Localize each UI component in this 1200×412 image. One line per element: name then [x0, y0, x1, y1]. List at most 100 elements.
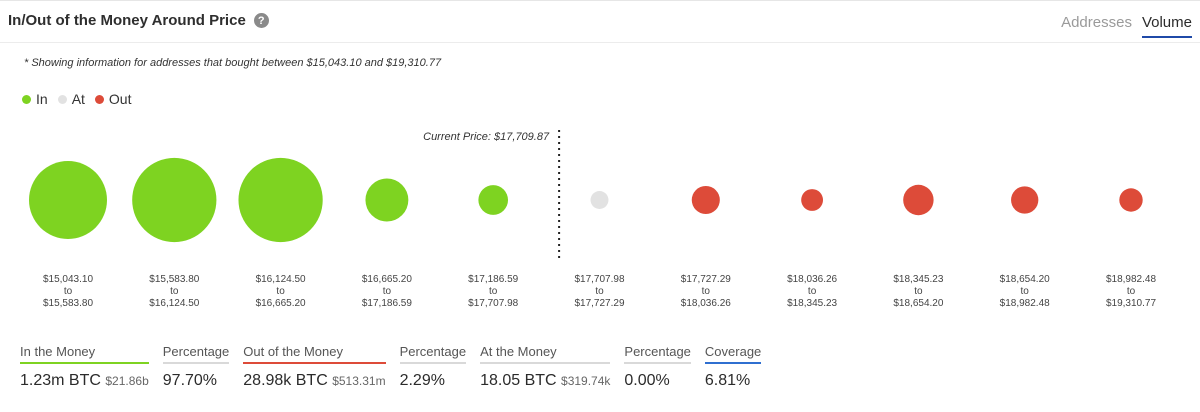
top-border [0, 0, 1200, 1]
bubble-in[interactable] [365, 178, 409, 222]
stat-rule [480, 362, 611, 364]
current-price-label: Current Price: $17,709.87 [423, 131, 550, 143]
bubble-out[interactable] [1119, 188, 1143, 212]
header-divider [0, 42, 1200, 43]
range-to-label: $18,654.20 [893, 298, 943, 309]
widget-title-text: In/Out of the Money Around Price [8, 12, 246, 29]
range-from-label: $18,036.26 [787, 274, 837, 285]
stat-label: Percentage [399, 344, 467, 359]
range-to-label: $17,727.29 [574, 298, 624, 309]
range-from-label: $18,654.20 [1000, 274, 1050, 285]
price-bubble-chart: $15,043.10to$15,583.80$15,583.80to$16,12… [29, 130, 1156, 309]
stat-value: 28.98k BTC $513.31m [243, 372, 385, 390]
bubble-at[interactable] [590, 191, 609, 209]
legend-label-at: At [71, 91, 85, 107]
range-to-word: to [170, 286, 179, 297]
range-from-label: $15,043.10 [43, 274, 93, 285]
stat-value: 0.00% [624, 372, 670, 389]
range-to-label: $18,982.48 [1000, 298, 1050, 309]
stat-rule [243, 362, 386, 364]
range-from-label: $16,665.20 [362, 274, 412, 285]
stat-value: 6.81% [704, 372, 751, 389]
stat-amount: 1.23m BTC [20, 372, 101, 389]
legend-label-in: In [36, 91, 48, 107]
stat-rule [704, 362, 762, 364]
stat-label: Percentage [624, 344, 691, 359]
stat-usd: $319.74k [561, 374, 611, 388]
legend-label-out: Out [108, 91, 132, 107]
legend-dot-at-icon [57, 94, 67, 104]
range-to-label: $18,345.23 [787, 298, 837, 309]
range-from-label: $16,124.50 [256, 274, 306, 285]
tab-addresses[interactable]: Addresses [1061, 14, 1132, 31]
bubble-out[interactable] [903, 184, 934, 216]
help-icon[interactable]: ? [253, 13, 269, 28]
stat-at-percentage: Percentage 0.00% [624, 344, 691, 390]
range-to-label: $16,665.20 [256, 298, 306, 309]
stat-out-of-the-money: Out of the Money 28.98k BTC $513.31m [243, 344, 386, 390]
stat-in-the-money: In the Money 1.23m BTC $21.86b [20, 344, 149, 390]
bubble-in[interactable] [478, 185, 509, 215]
range-to-word: to [1127, 286, 1136, 297]
legend-item-at[interactable]: At [57, 91, 85, 107]
tab-volume[interactable]: Volume [1141, 14, 1192, 38]
view-tabs: Addresses Volume [1061, 14, 1192, 38]
range-from-label: $15,583.80 [149, 274, 199, 285]
stat-label: At the Money [480, 344, 557, 359]
bubble-in[interactable] [29, 161, 107, 239]
range-to-label: $15,583.80 [43, 298, 93, 309]
stat-usd: $513.31m [332, 374, 386, 388]
stat-amount: 18.05 BTC [480, 372, 557, 389]
legend-dot-in-icon [22, 94, 31, 104]
range-to-word: to [808, 286, 817, 297]
legend: In At Out [22, 91, 132, 107]
range-to-label: $16,124.50 [149, 298, 199, 309]
range-from-label: $17,727.29 [681, 274, 731, 285]
range-from-label: $18,982.48 [1106, 274, 1156, 285]
stat-coverage: Coverage 6.81% [704, 344, 762, 390]
stat-rule [399, 362, 467, 364]
stat-usd: $21.86b [105, 374, 149, 388]
stat-in-percentage: Percentage 97.70% [162, 344, 230, 390]
range-to-label: $19,310.77 [1106, 298, 1156, 309]
range-to-word: to [64, 286, 73, 297]
range-to-word: to [276, 286, 285, 297]
bubble-out[interactable] [1011, 186, 1039, 214]
bubble-in[interactable] [238, 157, 323, 243]
stat-out-percentage: Percentage 2.29% [399, 344, 467, 390]
stat-label: Percentage [162, 344, 230, 359]
stat-value: 97.70% [162, 372, 218, 389]
stat-at-the-money: At the Money 18.05 BTC $319.74k [480, 344, 611, 390]
stat-value: 2.29% [399, 372, 445, 389]
stat-amount: 28.98k BTC [243, 372, 328, 389]
stat-rule [624, 362, 691, 364]
bubble-out[interactable] [801, 189, 824, 211]
range-from-label: $18,345.23 [893, 274, 943, 285]
range-from-label: $17,186.59 [468, 274, 518, 285]
stat-value: 18.05 BTC $319.74k [480, 372, 610, 390]
bubble-in[interactable] [132, 157, 217, 243]
range-to-word: to [702, 286, 711, 297]
range-to-word: to [595, 286, 604, 297]
bubble-out[interactable] [691, 185, 720, 215]
stat-label: Coverage [704, 344, 762, 359]
range-to-word: to [489, 286, 498, 297]
range-from-label: $17,707.98 [574, 274, 624, 285]
range-to-word: to [383, 286, 392, 297]
stat-label: Out of the Money [243, 344, 343, 359]
widget-title: In/Out of the Money Around Price ? [8, 12, 269, 29]
range-to-word: to [1021, 286, 1030, 297]
legend-item-in[interactable]: In [22, 91, 48, 107]
legend-item-out[interactable]: Out [94, 91, 132, 107]
range-to-label: $18,036.26 [681, 298, 731, 309]
range-note: * Showing information for addresses that… [24, 57, 442, 69]
range-to-label: $17,707.98 [468, 298, 518, 309]
stat-rule [20, 362, 149, 364]
range-to-word: to [914, 286, 923, 297]
stat-label: In the Money [20, 344, 96, 359]
legend-dot-out-icon [94, 94, 104, 104]
summary-stats: In the Money 1.23m BTC $21.86b Percentag… [20, 344, 775, 390]
stat-rule [162, 362, 230, 364]
range-to-label: $17,186.59 [362, 298, 412, 309]
